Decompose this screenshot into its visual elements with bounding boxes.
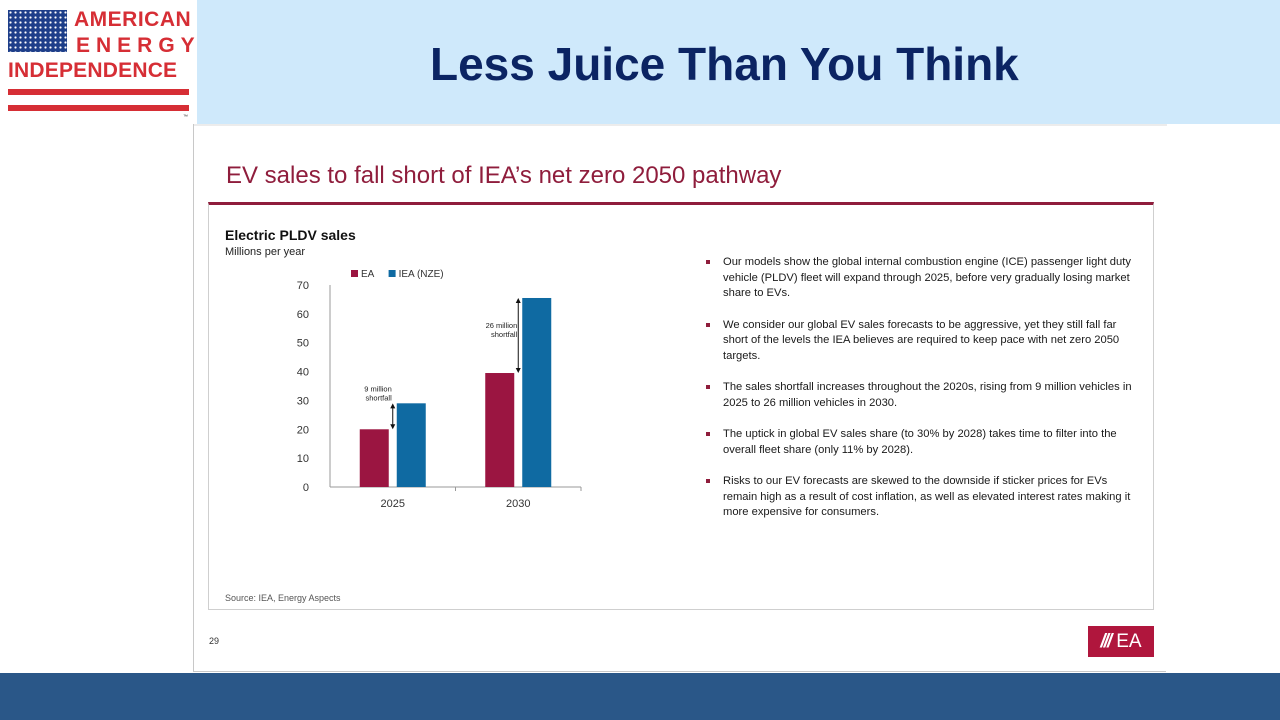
trademark-mark: ™ — [183, 114, 188, 120]
chart-units: Millions per year — [225, 246, 306, 258]
legend-swatch — [388, 270, 396, 277]
bullet-square-icon — [706, 432, 710, 436]
bar-ea-2030 — [485, 373, 515, 487]
bar-iea-nze-2025 — [396, 403, 426, 487]
ea-logo-text: EA — [1116, 630, 1142, 652]
legend-label: EA — [361, 269, 375, 280]
y-tick-label: 0 — [303, 482, 309, 494]
chart-title: Electric PLDV sales — [225, 227, 356, 243]
x-tick-label: 2030 — [506, 498, 530, 510]
bullet-item: We consider our global EV sales forecast… — [703, 318, 1143, 365]
logo-text-independence: INDEPENDENCE — [8, 59, 178, 82]
bullet-square-icon — [706, 385, 710, 389]
slide: EV sales to fall short of IEA’s net zero… — [193, 124, 1167, 672]
logo-text-american: AMERICAN — [74, 8, 192, 31]
legend-label: IEA (NZE) — [399, 269, 444, 280]
ea-logo-badge: /// EA — [1088, 626, 1154, 657]
footer-bar — [0, 673, 1280, 720]
y-tick-label: 50 — [297, 338, 309, 350]
bullet-text: Risks to our EV forecasts are skewed to … — [723, 475, 1131, 518]
x-tick-label: 2025 — [381, 498, 405, 510]
shortfall-arrow-head — [515, 368, 521, 374]
bullet-square-icon — [706, 479, 710, 483]
shortfall-arrow-head — [515, 297, 521, 303]
y-tick-label: 60 — [297, 309, 309, 321]
shortfall-label: shortfall — [365, 393, 392, 402]
slide-heading: EV sales to fall short of IEA’s net zero… — [226, 162, 782, 189]
shortfall-arrow-head — [390, 424, 396, 430]
bullet-item: The sales shortfall increases throughout… — [703, 380, 1143, 411]
bullet-item: Risks to our EV forecasts are skewed to … — [703, 474, 1143, 521]
source-note: Source: IEA, Energy Aspects — [225, 593, 341, 603]
y-tick-label: 30 — [297, 395, 309, 407]
header-band — [0, 0, 1280, 124]
bar-ea-2025 — [359, 429, 389, 487]
legend-swatch — [351, 270, 358, 277]
page-title: Less Juice Than You Think — [430, 38, 1019, 90]
bullet-text: Our models show the global internal comb… — [723, 256, 1131, 299]
brand-logo: AMERICAN ENERGY INDEPENDENCE ™ — [0, 0, 197, 124]
slide-number: 29 — [209, 636, 220, 646]
content-panel: Electric PLDV sales Millions per year 0 1… — [208, 202, 1154, 610]
bullet-text: The sales shortfall increases throughout… — [723, 381, 1132, 409]
y-tick-label: 10 — [297, 453, 309, 465]
bullet-list: Our models show the global internal comb… — [703, 255, 1143, 537]
logo-text-energy: ENERGY — [76, 34, 201, 57]
shortfall-label: shortfall — [491, 330, 518, 339]
shortfall-label: 26 million — [486, 321, 518, 330]
y-tick-label: 40 — [297, 367, 309, 379]
shortfall-arrow-head — [390, 403, 396, 409]
bullet-text: We consider our global EV sales forecast… — [723, 318, 1120, 362]
logo-stripe — [8, 89, 189, 95]
bar-iea-nze-2030 — [522, 297, 552, 487]
y-tick-label: 70 — [297, 280, 309, 292]
bullet-text: The uptick in global EV sales share (to … — [723, 428, 1117, 456]
bullet-square-icon — [706, 322, 710, 327]
bullet-square-icon — [706, 260, 710, 264]
slide-top-strip — [194, 124, 1167, 126]
ea-slash-icon: /// — [1100, 630, 1112, 652]
logo-stripe — [8, 105, 189, 111]
y-tick-label: 20 — [297, 424, 309, 436]
bullet-item: Our models show the global internal comb… — [703, 255, 1143, 302]
shortfall-label: 9 million — [364, 384, 392, 393]
us-flag-icon — [8, 10, 67, 52]
bullet-item: The uptick in global EV sales share (to … — [703, 427, 1143, 458]
